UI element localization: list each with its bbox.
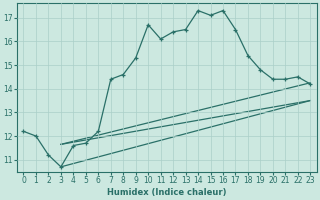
X-axis label: Humidex (Indice chaleur): Humidex (Indice chaleur) xyxy=(107,188,227,197)
